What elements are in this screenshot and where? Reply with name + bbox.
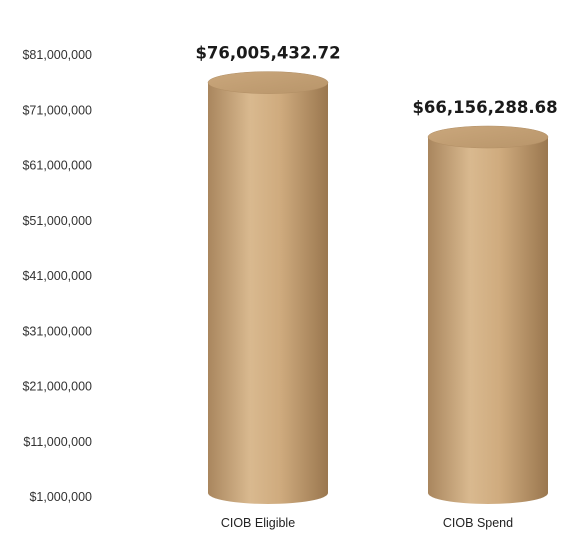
y-tick-label: $1,000,000 <box>29 490 92 504</box>
x-axis: CIOB Eligible CIOB Spend <box>221 516 513 530</box>
bar-cylinder <box>207 71 329 505</box>
data-label: $66,156,288.68 <box>412 98 557 117</box>
bar-top <box>427 125 549 149</box>
x-category-label: CIOB Eligible <box>221 516 295 530</box>
y-tick-label: $61,000,000 <box>22 159 92 173</box>
y-tick-label: $41,000,000 <box>22 269 92 283</box>
y-tick-label: $21,000,000 <box>22 380 92 394</box>
data-label: $76,005,432.72 <box>195 44 340 63</box>
bar-body <box>208 82 328 505</box>
x-category-label: CIOB Spend <box>443 516 513 530</box>
y-tick-label: $11,000,000 <box>23 435 92 449</box>
y-axis: $81,000,000 $71,000,000 $61,000,000 $51,000… <box>22 48 92 504</box>
y-tick-label: $71,000,000 <box>22 103 92 117</box>
bar-top <box>207 71 329 94</box>
y-tick-label: $31,000,000 <box>22 324 92 338</box>
data-labels: $76,005,432.72 $66,156,288.68 <box>195 44 557 117</box>
y-tick-label: $81,000,000 <box>22 48 92 62</box>
bar-cylinder <box>427 125 549 504</box>
bars <box>207 71 549 505</box>
bar-body <box>428 137 548 504</box>
y-tick-label: $51,000,000 <box>22 214 92 228</box>
